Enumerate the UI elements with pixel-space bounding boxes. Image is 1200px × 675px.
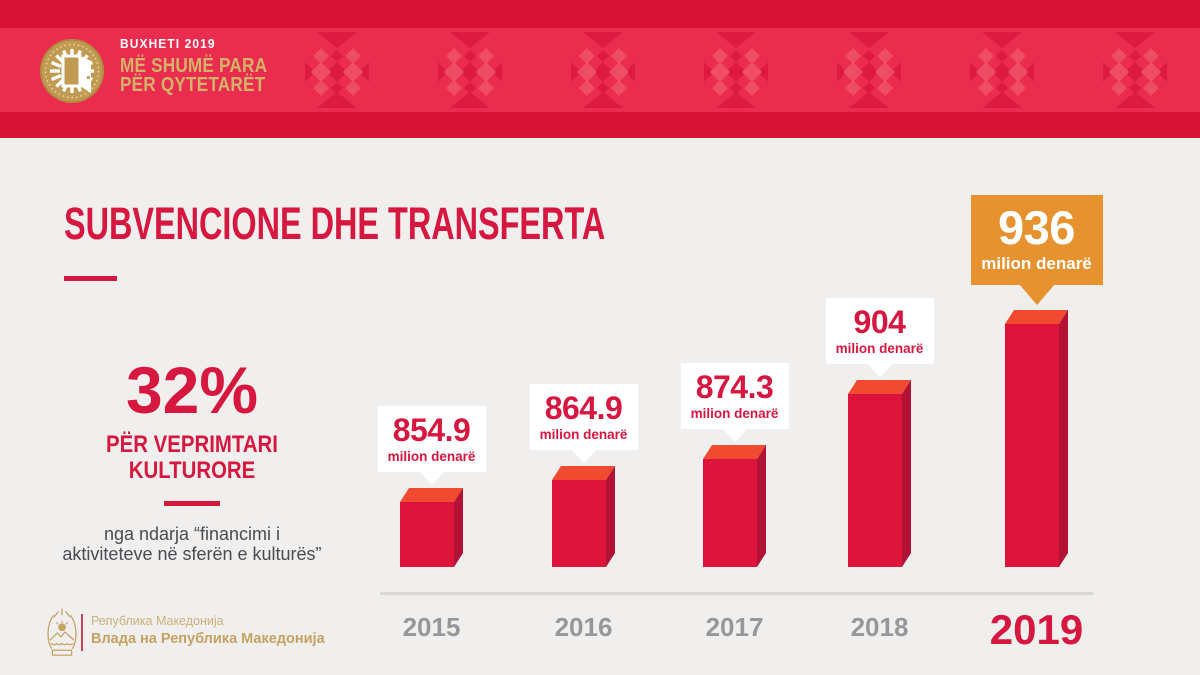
- stat-note: nga ndarja “financimi i aktiviteteve në …: [32, 524, 352, 564]
- year-label-2016: 2016: [554, 612, 613, 642]
- header-banner: BUXHETI 2019 MË SHUMË PARA PËR QYTETARËT: [0, 0, 1200, 138]
- unit-label: milion denarë: [387, 449, 476, 464]
- year-label-2018: 2018: [850, 612, 909, 642]
- stat-percentage: 32%: [125, 353, 259, 427]
- government-line1: Република Македонија: [91, 614, 224, 628]
- stat-divider-dash: [164, 501, 220, 506]
- page-title: SUBVENCIONE DHE TRANSFERTA: [64, 198, 606, 249]
- value-callout-2016: 864.9 milion denarë: [529, 384, 638, 463]
- bar-2019: [1005, 310, 1068, 567]
- banner-kicker: BUXHETI 2019: [120, 36, 216, 51]
- coat-of-arms-icon: [47, 608, 77, 656]
- banner-text: BUXHETI 2019 MË SHUMË PARA PËR QYTETARËT: [120, 36, 291, 95]
- unit-label: milion denarë: [690, 406, 779, 421]
- value-label: 874.3: [695, 369, 774, 405]
- value-label: 864.9: [544, 390, 623, 426]
- value-label: 854.9: [392, 412, 471, 448]
- banner-title: MË SHUMË PARA PËR QYTETARËT: [120, 55, 268, 96]
- stat-block: 32% PËR VEPRIMTARI KULTURORE nga ndarja …: [32, 353, 352, 564]
- value-label: 936: [998, 201, 1075, 254]
- year-label-2017: 2017: [705, 612, 764, 642]
- bar-2017: [703, 445, 766, 567]
- x-axis-line: [380, 592, 1094, 595]
- stat-note-line2: aktiviteteve në sferën e kulturës”: [62, 544, 322, 564]
- bar-2018: [848, 380, 911, 567]
- year-label-2015: 2015: [402, 612, 461, 642]
- unit-label: milion denarë: [835, 341, 924, 356]
- year-label-2019: 2019: [989, 606, 1084, 653]
- unit-label: milion denarë: [981, 254, 1092, 273]
- coin-door-icon: [40, 39, 104, 103]
- value-callout-2019: 936 milion denarë: [970, 195, 1103, 305]
- value-callout-2017: 874.3 milion denarë: [680, 363, 789, 442]
- value-label: 904: [853, 304, 906, 340]
- title-underline-dash: [64, 276, 117, 281]
- stat-label: PËR VEPRIMTARI KULTURORE: [56, 432, 328, 484]
- logo-divider: [81, 614, 83, 651]
- banner-title-line2: PËR QYTETARËT: [120, 74, 266, 96]
- banner-band: [0, 28, 1200, 112]
- value-callout-2015: 854.9 milion denarë: [377, 406, 486, 485]
- stat-note-line1: nga ndarja “financimi i: [103, 524, 281, 544]
- government-text: Република Македонија Влада на Република …: [91, 614, 325, 647]
- government-line2: Влада на Република Македонија: [91, 631, 325, 647]
- bar-2016: [552, 466, 615, 567]
- value-callout-2018: 904 milion denarë: [825, 298, 934, 377]
- stat-label-line1: PËR VEPRIMTARI: [106, 431, 278, 458]
- bar-2015: [400, 488, 463, 567]
- unit-label: milion denarë: [539, 427, 628, 442]
- stat-label-line2: KULTURORE: [128, 457, 256, 484]
- banner-title-line1: MË SHUMË PARA: [120, 55, 268, 77]
